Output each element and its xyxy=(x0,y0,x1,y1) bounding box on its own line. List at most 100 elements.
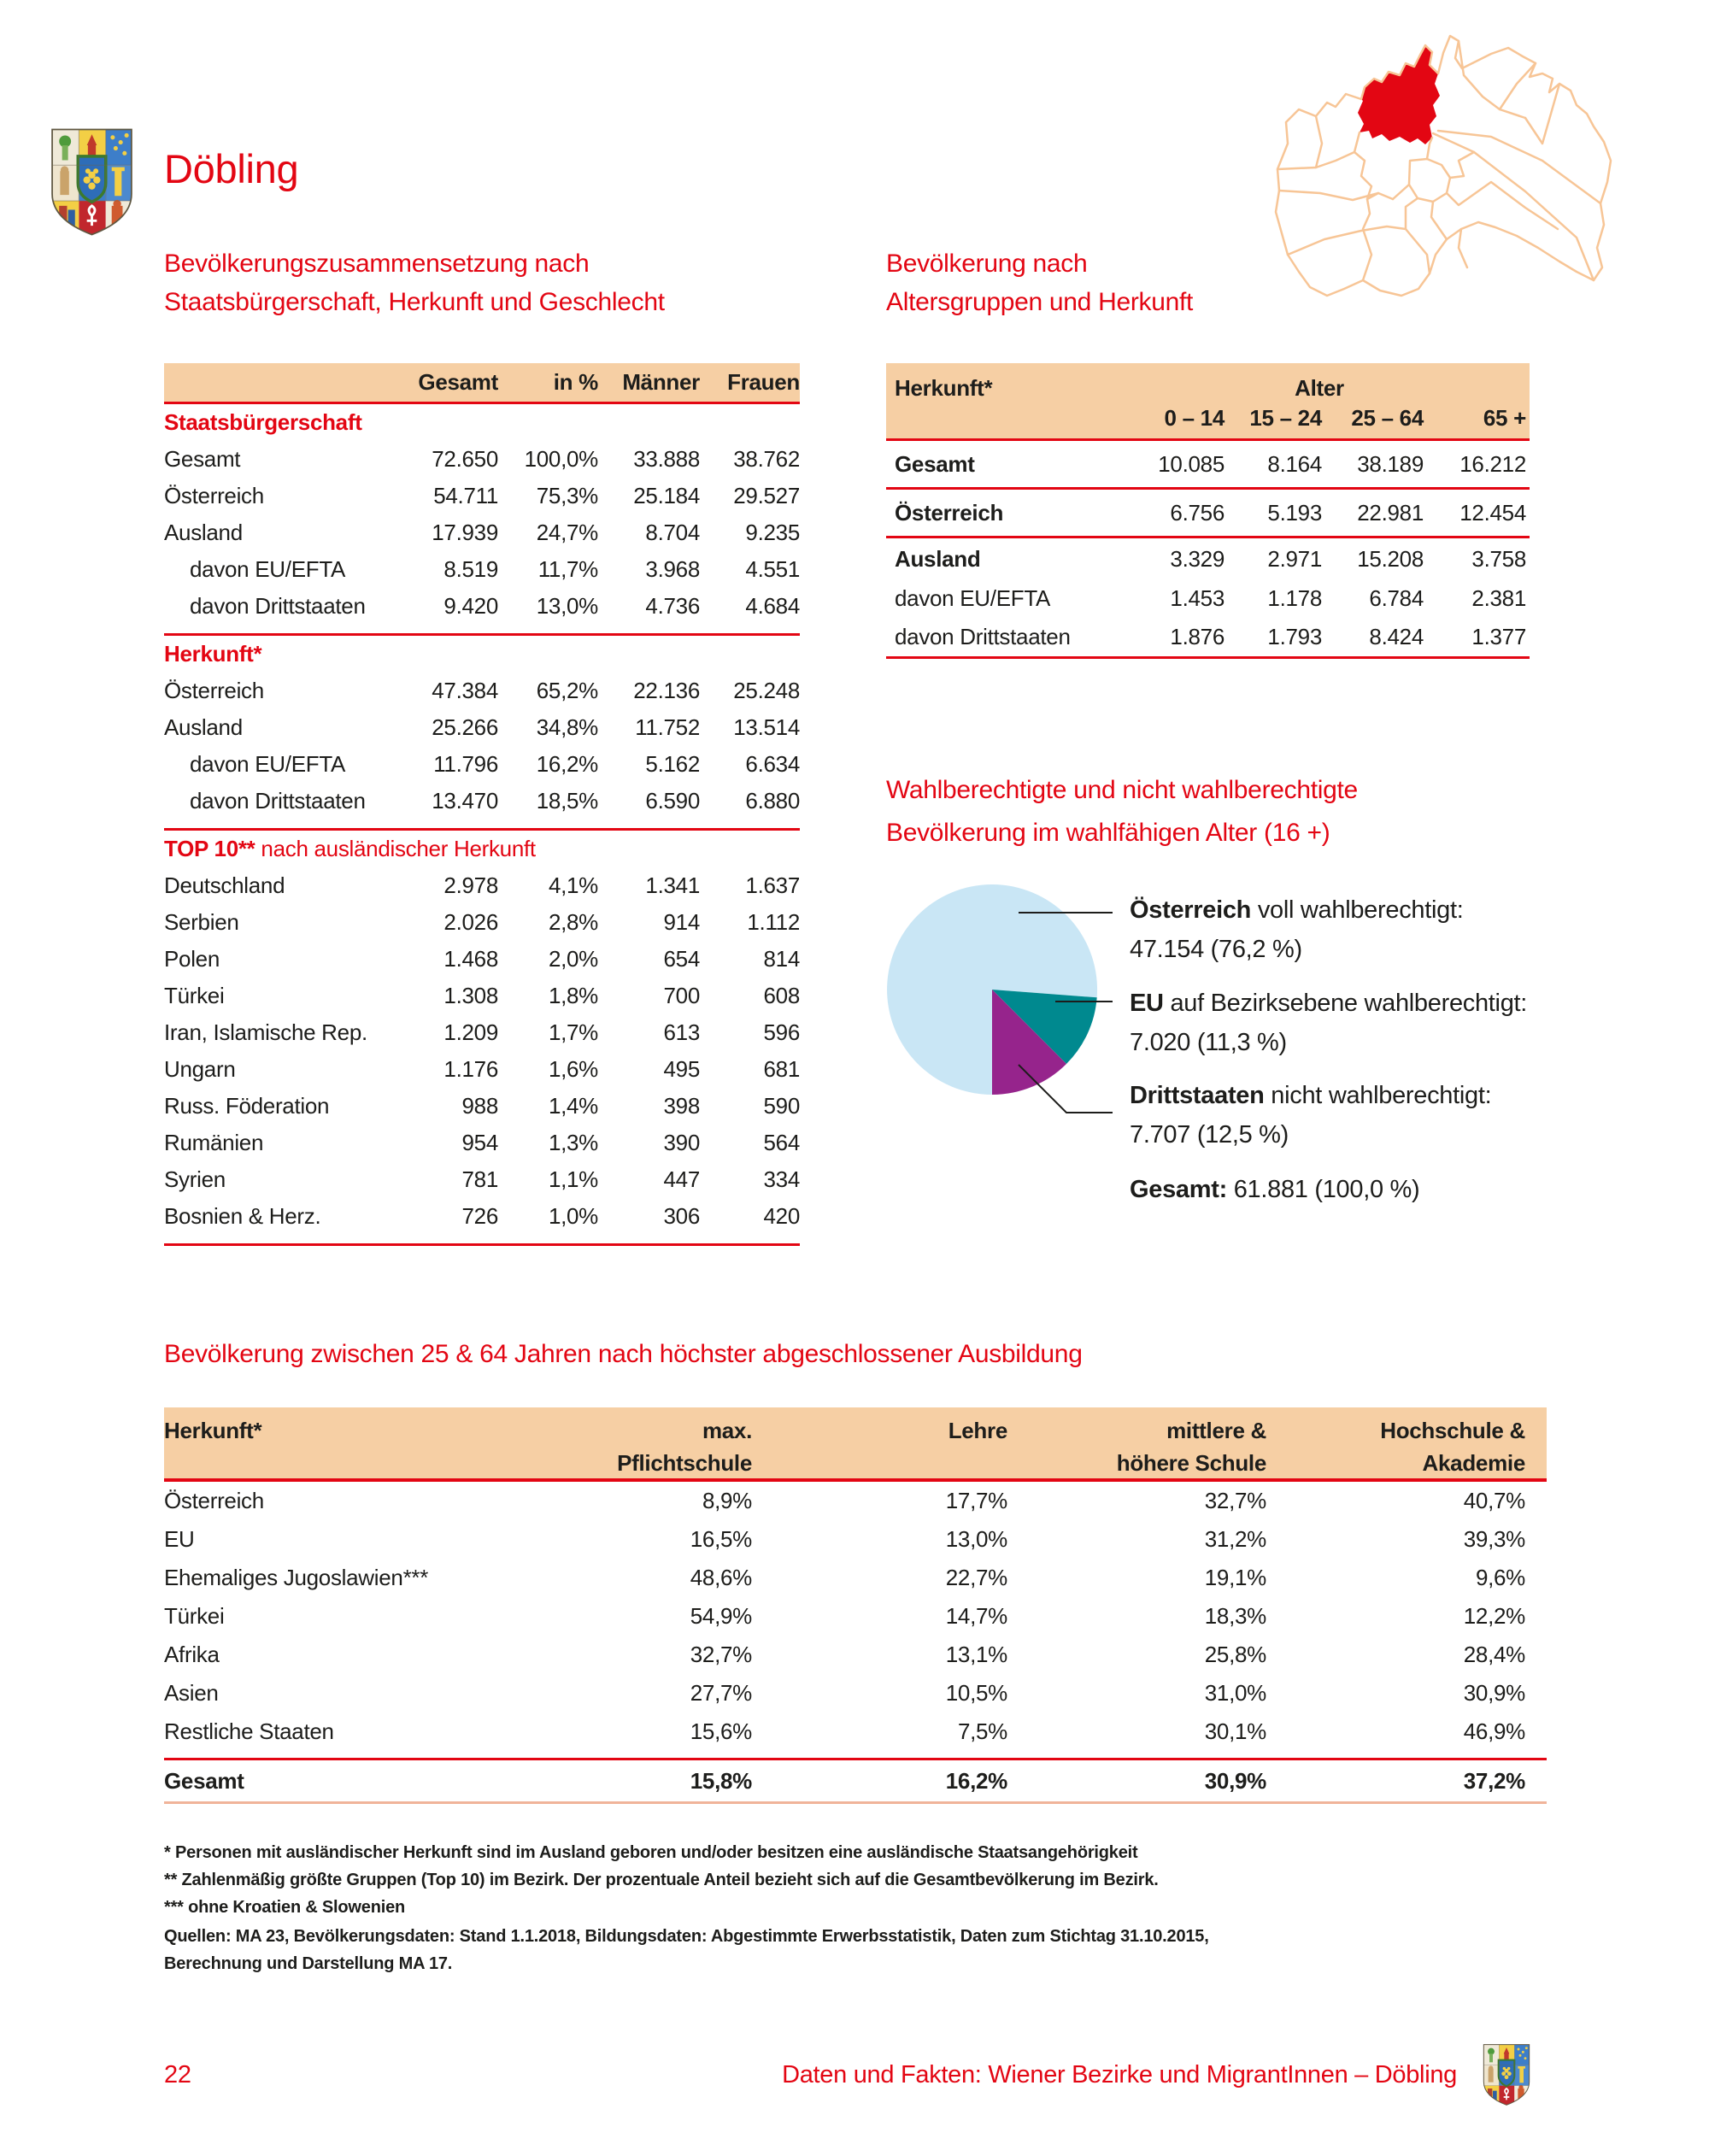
table-row: Russ. Föderation 988 1,4% 398 590 xyxy=(164,1088,800,1125)
row-label: Russ. Föderation xyxy=(164,1093,330,1119)
cell-value: 8.164 xyxy=(1267,450,1322,477)
pie-chart-title-line1: Wahlberechtigte und nicht wahlberechtigt… xyxy=(886,776,1358,804)
cell-value: 34,8% xyxy=(536,714,599,740)
cell-value: 48,6% xyxy=(690,1565,753,1590)
section-heading: TOP 10** nach ausländischer Herkunft xyxy=(164,836,800,862)
cell-value: 31,2% xyxy=(1204,1526,1267,1552)
table-row: Gesamt 72.650 100,0% 33.888 38.762 xyxy=(164,441,800,478)
cell-value: 32,7% xyxy=(1204,1488,1267,1513)
table-row: EU 16,5% 13,0% 31,2% 39,3% xyxy=(164,1520,1547,1559)
cell-value: 1.637 xyxy=(745,872,800,898)
cell-value: 46,9% xyxy=(1463,1718,1526,1744)
cell-value: 420 xyxy=(763,1203,801,1229)
cell-value: 17.939 xyxy=(432,520,498,545)
table-row: davon Drittstaaten 1.876 1.793 8.424 1.377 xyxy=(886,617,1530,656)
row-label: Polen xyxy=(164,946,220,972)
cell-value: 19,1% xyxy=(1204,1565,1267,1590)
cell-value: 9.235 xyxy=(745,520,800,545)
legend-slice-desc: voll wahlberechtigt: xyxy=(1251,896,1464,924)
cell-value: 2.978 xyxy=(443,872,498,898)
cell-value: 1.209 xyxy=(443,1019,498,1045)
cell-value: 6.756 xyxy=(1170,499,1224,526)
header-line: max. xyxy=(702,1418,752,1443)
cell-value: 65,2% xyxy=(536,678,599,703)
cell-value: 4.551 xyxy=(745,556,800,582)
table-row: Ehemaliges Jugoslawien*** 48,6% 22,7% 19,1%… xyxy=(164,1559,1547,1597)
cell-value: 781 xyxy=(461,1166,499,1192)
cell-value: 38.762 xyxy=(733,446,800,472)
row-label: Österreich xyxy=(164,483,264,508)
header-line: Hochschule & xyxy=(1380,1418,1525,1443)
legend-slice-name: Österreich xyxy=(1130,896,1252,924)
column-header-65-plus: 65 + xyxy=(1483,405,1526,431)
row-label: Rumänien xyxy=(164,1130,264,1155)
cell-value: 390 xyxy=(663,1130,701,1155)
header-line: Akademie xyxy=(1422,1450,1526,1476)
cell-value: 30,9% xyxy=(1204,1767,1267,1794)
footnote-3: *** ohne Kroatien & Slowenien xyxy=(164,1898,406,1917)
cell-value: 726 xyxy=(461,1203,499,1229)
row-label: Österreich xyxy=(164,678,264,703)
cell-value: 5.193 xyxy=(1267,499,1322,526)
cell-value: 1.468 xyxy=(443,946,498,972)
cell-value: 16.212 xyxy=(1459,450,1526,477)
column-header-15-24: 15 – 24 xyxy=(1249,405,1322,431)
cell-value: 11.752 xyxy=(635,714,700,740)
cell-value: 29.527 xyxy=(733,483,800,508)
cell-value: 596 xyxy=(763,1019,801,1045)
cell-value: 13,0% xyxy=(945,1526,1008,1552)
citizenship-table-rows: Staatsbürgerschaft Gesamt 72.650 100,0% 33.8… xyxy=(164,404,800,1246)
cell-value: 1.112 xyxy=(747,909,800,935)
cell-value: 25,8% xyxy=(1204,1642,1267,1667)
cell-value: 47.384 xyxy=(432,678,498,703)
cell-value: 18,3% xyxy=(1204,1603,1267,1629)
cell-value: 25.184 xyxy=(633,483,700,508)
table-row: davon EU/EFTA 1.453 1.178 6.784 2.381 xyxy=(886,579,1530,617)
table-row: Türkei 1.308 1,8% 700 608 xyxy=(164,978,800,1014)
column-header-lehre: Lehre xyxy=(752,1414,1008,1447)
cell-value: 15,8% xyxy=(690,1767,753,1794)
cell-value: 12,2% xyxy=(1463,1603,1526,1629)
cell-value: 7,5% xyxy=(957,1718,1007,1744)
cell-value: 22.981 xyxy=(1357,499,1424,526)
cell-value: 334 xyxy=(763,1166,801,1192)
section-heading-suffix: nach ausländischer Herkunft xyxy=(255,836,536,861)
table-row: Asien 27,7% 10,5% 31,0% 30,9% xyxy=(164,1674,1547,1712)
cell-value: 17,7% xyxy=(945,1488,1008,1513)
row-label: davon EU/EFTA xyxy=(190,751,346,777)
table-row: davon EU/EFTA 11.796 16,2% 5.162 6.634 xyxy=(164,746,800,783)
row-label: Ausland xyxy=(164,714,243,740)
footnotes: * Personen mit ausländischer Herkunft si… xyxy=(164,1839,1548,1977)
row-rule xyxy=(886,656,1530,659)
district-coat-of-arms xyxy=(47,126,137,238)
header-line: höhere Schule xyxy=(1116,1450,1267,1476)
header-rule xyxy=(164,402,800,404)
cell-value: 3.968 xyxy=(645,556,700,582)
table-row: Türkei 54,9% 14,7% 18,3% 12,2% xyxy=(164,1597,1547,1636)
table-row: Österreich 6.756 5.193 22.981 12.454 xyxy=(886,490,1530,536)
cell-value: 4,1% xyxy=(548,872,598,898)
row-label: davon EU/EFTA xyxy=(895,585,1051,611)
row-label: Ehemaliges Jugoslawien*** xyxy=(164,1565,429,1590)
cell-value: 6.784 xyxy=(1369,585,1424,611)
row-label: Österreich xyxy=(895,499,1004,526)
legend-slice-name: EU xyxy=(1130,990,1164,1017)
cell-value: 9,6% xyxy=(1475,1565,1525,1590)
cell-value: 28,4% xyxy=(1463,1642,1526,1667)
header-rule xyxy=(886,438,1530,441)
cell-value: 13,0% xyxy=(536,593,599,619)
row-label: Iran, Islamische Rep. xyxy=(164,1019,367,1045)
cell-value: 27,7% xyxy=(690,1680,753,1706)
cell-value: 30,9% xyxy=(1463,1680,1526,1706)
row-label: Ausland xyxy=(164,520,243,545)
table-row: Restliche Staaten 15,6% 7,5% 30,1% 46,9% xyxy=(164,1712,1547,1751)
section-heading-bold: Herkunft* xyxy=(164,641,262,667)
cell-value: 54,9% xyxy=(690,1603,753,1629)
table-row: Syrien 781 1,1% 447 334 xyxy=(164,1161,800,1198)
legend-slice-value: 47.154 (76,2 %) xyxy=(1130,936,1302,963)
cell-value: 613 xyxy=(663,1019,701,1045)
cell-value: 2.971 xyxy=(1267,545,1322,572)
row-rule xyxy=(886,487,1530,490)
cell-value: 15,6% xyxy=(690,1718,753,1744)
cell-value: 1.178 xyxy=(1267,585,1322,611)
